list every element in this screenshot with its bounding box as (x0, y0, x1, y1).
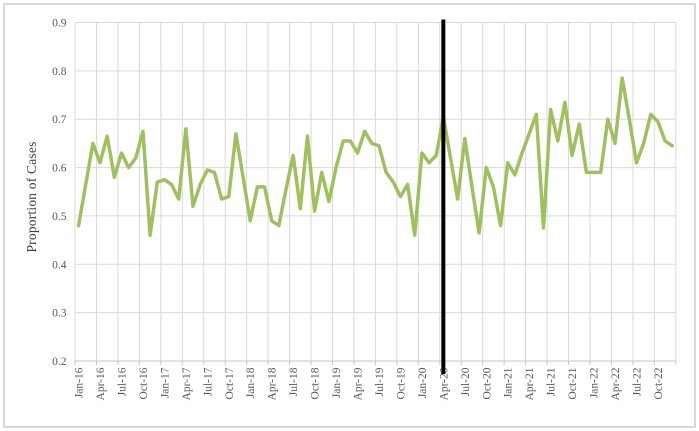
x-tick-label: Jul-21 (546, 367, 558, 396)
x-tick-label: Oct-17 (224, 367, 236, 399)
x-tick-label: Jan-16 (74, 367, 86, 398)
x-tick-label: Oct-21 (567, 367, 579, 399)
x-tick-label: Jan-17 (159, 367, 171, 398)
y-tick-label: 0.4 (52, 259, 67, 271)
y-tick-label: 0.3 (52, 308, 67, 320)
x-tick-label: Apr-22 (610, 367, 622, 400)
y-tick-label: 0.9 (52, 18, 67, 30)
x-tick-labels: Jan-16 Apr-16 Jul-16 Oct-16 Jan-17 Apr-17 Jul-… (74, 367, 665, 400)
y-tick-label: 0.5 (52, 211, 67, 223)
y-tick-labels: 0.2 0.3 0.4 0.5 0.6 0.7 0.8 0.9 (52, 18, 67, 369)
x-tick-label: Apr-19 (353, 367, 365, 400)
x-tick-label: Jul-22 (631, 367, 643, 396)
x-tick-label: Oct-16 (138, 367, 150, 399)
y-tick-label: 0.2 (52, 356, 67, 368)
y-tick-label: 0.7 (52, 114, 67, 126)
proportion-series-line (76, 76, 674, 238)
x-tick-label: Jul-18 (288, 367, 300, 396)
x-tick-label: Apr-16 (95, 367, 107, 400)
x-tick-label: Jul-16 (116, 367, 128, 396)
x-tick-label: Oct-20 (481, 367, 493, 399)
x-tick-label: Jan-21 (503, 367, 515, 398)
x-tick-label: Oct-19 (395, 367, 407, 399)
x-tick-label: Jul-19 (374, 367, 386, 396)
x-tick-label: Jan-22 (589, 367, 601, 398)
x-tick-label: Oct-22 (653, 367, 665, 399)
x-tick-label: Jan-20 (417, 367, 429, 398)
x-tick-label: Apr-21 (524, 367, 536, 400)
x-axis-ticks (74, 361, 677, 365)
x-tick-label: Oct-18 (310, 367, 322, 399)
x-tick-label: Apr-17 (181, 367, 193, 400)
x-tick-label: Jan-18 (245, 367, 257, 398)
y-tick-label: 0.6 (52, 163, 67, 175)
x-tick-label: Apr-18 (267, 367, 279, 400)
vertical-gridlines (74, 22, 677, 361)
y-tick-label: 0.8 (52, 66, 67, 78)
x-tick-label: Jul-20 (460, 367, 472, 396)
x-tick-label: Jul-17 (202, 367, 214, 396)
x-tick-label: Apr-20 (438, 367, 450, 400)
x-tick-label: Jan-19 (331, 367, 343, 398)
